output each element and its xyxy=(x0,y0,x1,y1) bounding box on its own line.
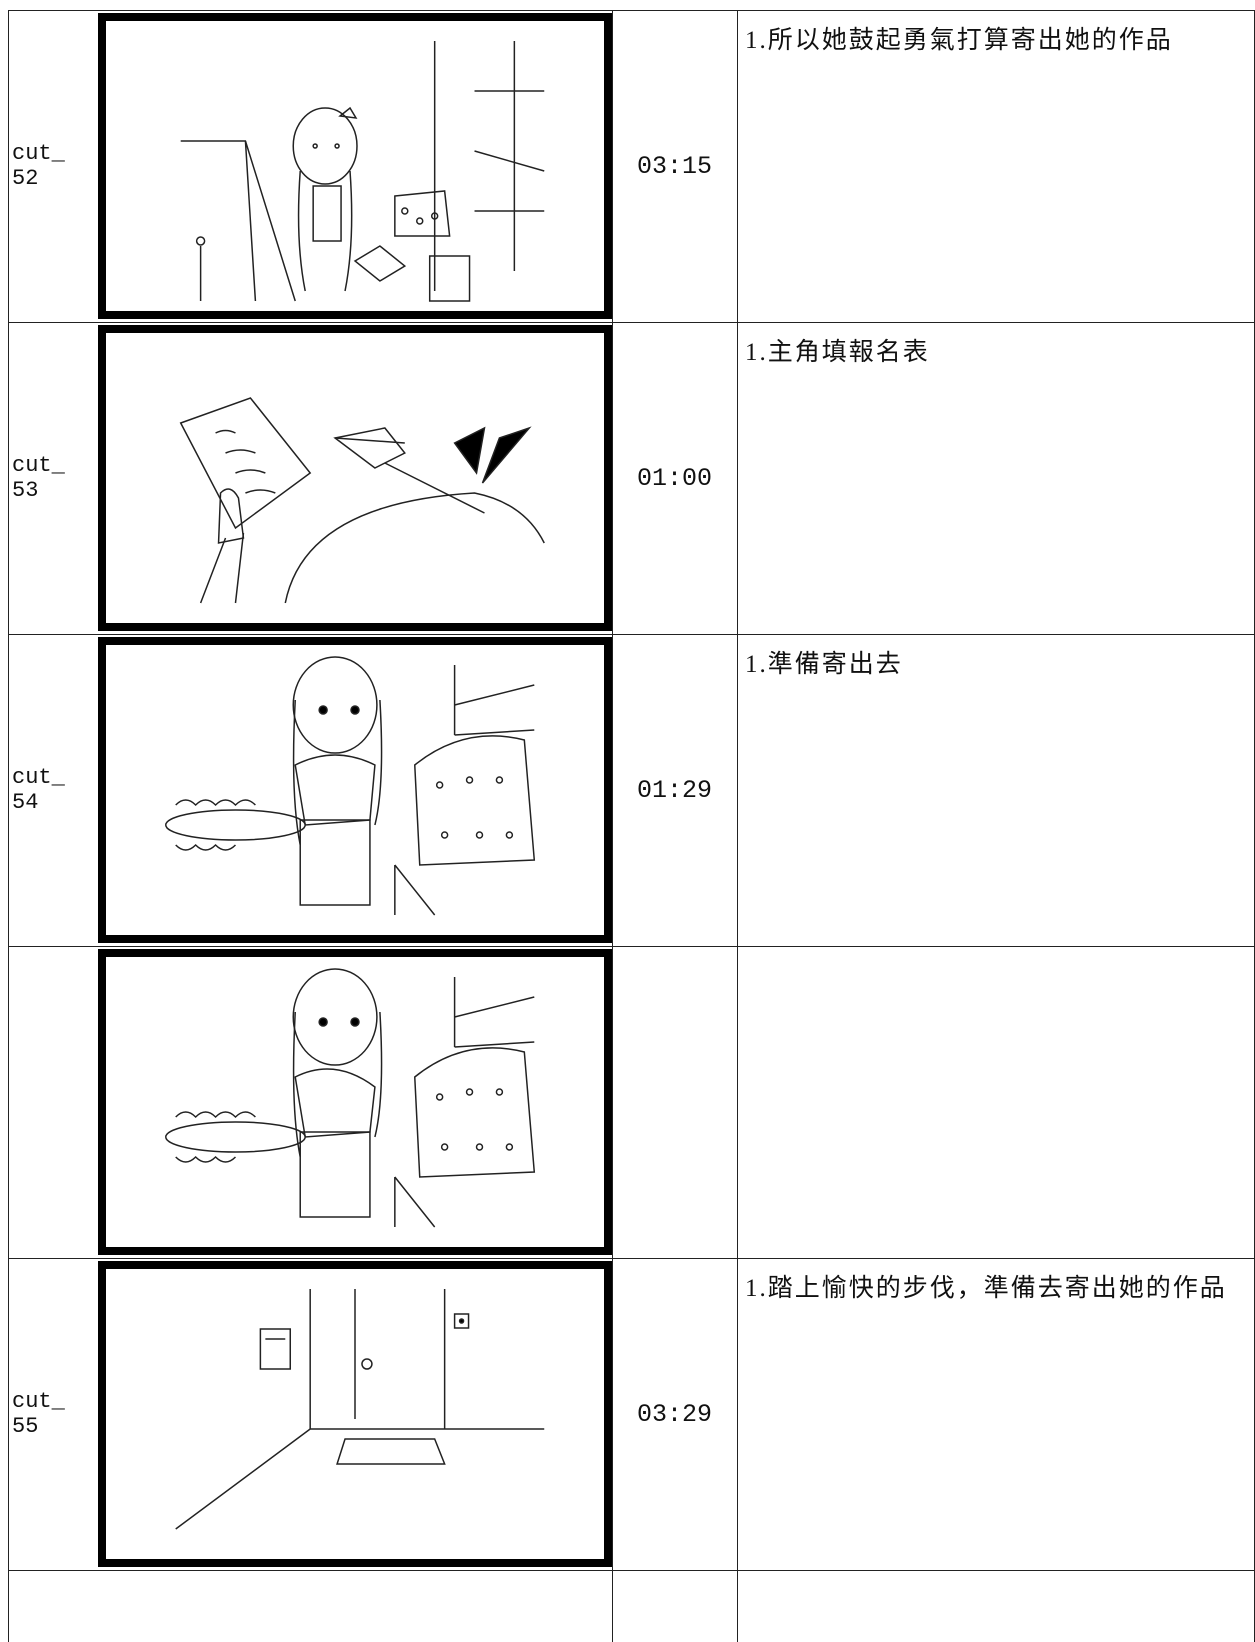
cut-label: cut_ 53 xyxy=(12,453,65,503)
storyboard-frame xyxy=(98,1261,612,1567)
duration: 01:29 xyxy=(636,775,712,805)
storyboard-frame xyxy=(98,325,612,631)
column-line xyxy=(737,10,738,1642)
storyboard-frame xyxy=(98,13,612,319)
sketch-panel xyxy=(104,955,606,1249)
row-line xyxy=(8,1258,1255,1259)
sketch-panel xyxy=(104,1267,606,1561)
sketch xyxy=(180,41,545,302)
cut-label: cut_ 55 xyxy=(12,1389,65,1439)
sketch xyxy=(165,968,536,1228)
storyboard-frame xyxy=(98,637,612,943)
row-line xyxy=(8,634,1255,635)
duration: 03:29 xyxy=(636,1399,712,1429)
sketch xyxy=(175,1289,545,1530)
description: 1.所以她鼓起勇氣打算寄出她的作品 xyxy=(745,27,1173,54)
sketch-panel xyxy=(104,643,606,937)
column-line xyxy=(8,10,9,1642)
sketch xyxy=(179,397,545,604)
row-line xyxy=(8,946,1255,947)
duration: 01:00 xyxy=(636,463,712,493)
description: 1.準備寄出去 xyxy=(745,651,903,678)
column-line xyxy=(612,10,613,1642)
row-line xyxy=(8,1570,1255,1571)
duration: 03:15 xyxy=(636,151,712,181)
row-line xyxy=(8,322,1255,323)
cut-label: cut_ 52 xyxy=(12,141,65,191)
description: 1.踏上愉快的步伐，準備去寄出她的作品 xyxy=(745,1275,1227,1302)
sketch-panel xyxy=(104,19,606,313)
cut-label: cut_ 54 xyxy=(12,765,65,815)
sketch xyxy=(165,656,536,916)
description: 1.主角填報名表 xyxy=(745,339,930,366)
storyboard-frame xyxy=(98,949,612,1255)
sketch-panel xyxy=(104,331,606,625)
row-line xyxy=(8,10,1255,11)
